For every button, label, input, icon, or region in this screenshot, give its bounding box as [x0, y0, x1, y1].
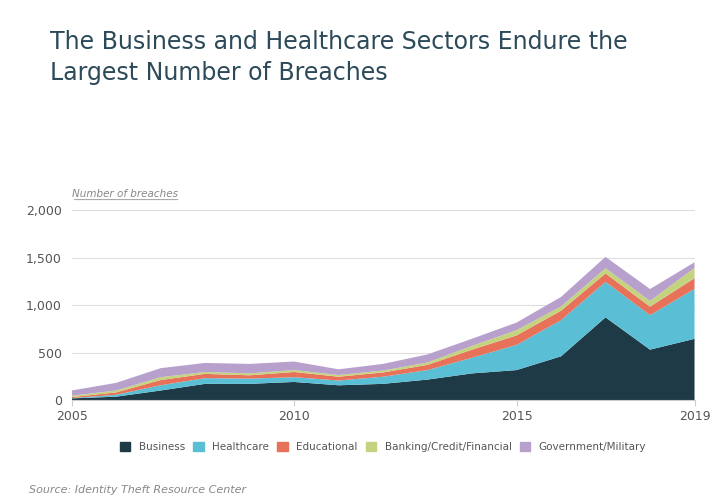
Text: Source: Identity Theft Resource Center: Source: Identity Theft Resource Center	[29, 485, 246, 495]
Text: The Business and Healthcare Sectors Endure the
Largest Number of Breaches: The Business and Healthcare Sectors Endu…	[50, 30, 628, 84]
Text: Number of breaches: Number of breaches	[72, 188, 178, 198]
Legend: Business, Healthcare, Educational, Banking/Credit/Financial, Government/Military: Business, Healthcare, Educational, Banki…	[120, 442, 646, 452]
